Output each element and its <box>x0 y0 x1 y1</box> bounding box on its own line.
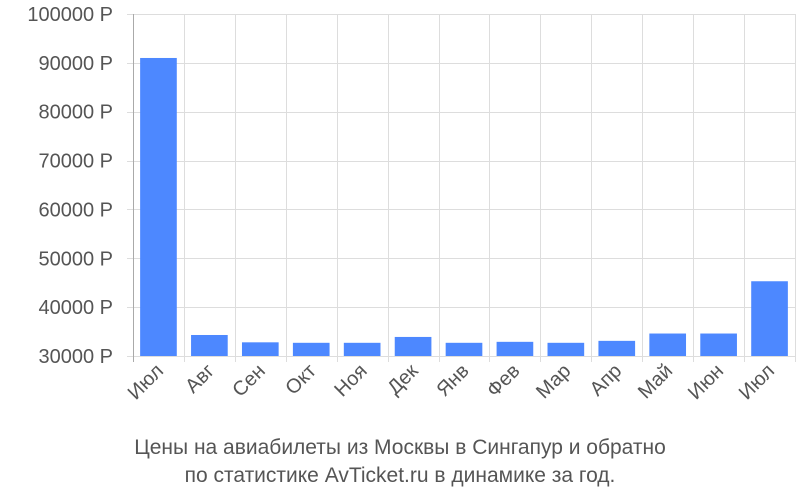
bar <box>343 342 381 356</box>
bar <box>394 336 432 356</box>
y-tick-label: 100000 Р <box>27 4 113 26</box>
y-tick-label: 50000 Р <box>38 248 113 270</box>
x-tick-label: Апр <box>586 360 627 401</box>
y-tick-label: 30000 Р <box>38 346 113 368</box>
y-tick-label: 70000 Р <box>38 151 113 173</box>
y-tick-labels: 30000 Р 40000 Р 50000 Р 60000 Р 70000 Р 80000… <box>27 4 113 368</box>
bar <box>649 333 687 356</box>
x-tick-label: Мар <box>532 360 575 403</box>
bar <box>241 342 279 356</box>
x-tick-label: Июл <box>124 360 168 404</box>
bar <box>547 342 585 356</box>
y-tick-label: 60000 Р <box>38 199 113 221</box>
caption-line-2: по статистике AvTicket.ru в динамике за … <box>185 464 616 487</box>
x-tick-label: Июл <box>735 360 779 404</box>
bar <box>751 281 788 356</box>
caption-line-1: Цены на авиабилеты из Москвы в Сингапур … <box>134 436 666 459</box>
bar <box>598 340 636 356</box>
x-tick-label: Авг <box>181 360 219 398</box>
x-tick-label: Окт <box>281 360 320 399</box>
x-tick-label: Ноя <box>330 360 371 401</box>
y-tick-label: 40000 Р <box>38 297 113 319</box>
x-tick-label: Май <box>634 360 677 403</box>
y-tick-label: 90000 Р <box>38 53 113 75</box>
x-tick-label: Фев <box>483 360 525 402</box>
bar <box>445 342 483 356</box>
x-tick-label: Янв <box>432 360 473 401</box>
grid-layer <box>127 14 796 362</box>
bar <box>140 57 177 356</box>
bar <box>496 341 534 356</box>
y-tick-label: 80000 Р <box>38 102 113 124</box>
bar <box>700 333 737 356</box>
bar-layer <box>140 57 788 356</box>
bar <box>191 334 228 356</box>
x-tick-labels: Июл Авг Сен Окт Ноя Дек Янв Фев Мар Апр Май Июн Июл <box>124 360 779 404</box>
x-tick-label: Дек <box>383 360 422 399</box>
bar <box>292 342 330 356</box>
x-tick-label: Сен <box>228 360 269 401</box>
x-tick-label: Июн <box>684 360 728 404</box>
